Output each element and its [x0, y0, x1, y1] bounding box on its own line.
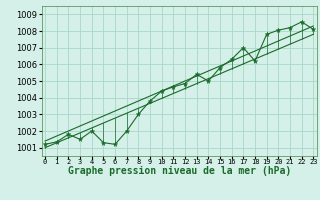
- X-axis label: Graphe pression niveau de la mer (hPa): Graphe pression niveau de la mer (hPa): [68, 166, 291, 176]
